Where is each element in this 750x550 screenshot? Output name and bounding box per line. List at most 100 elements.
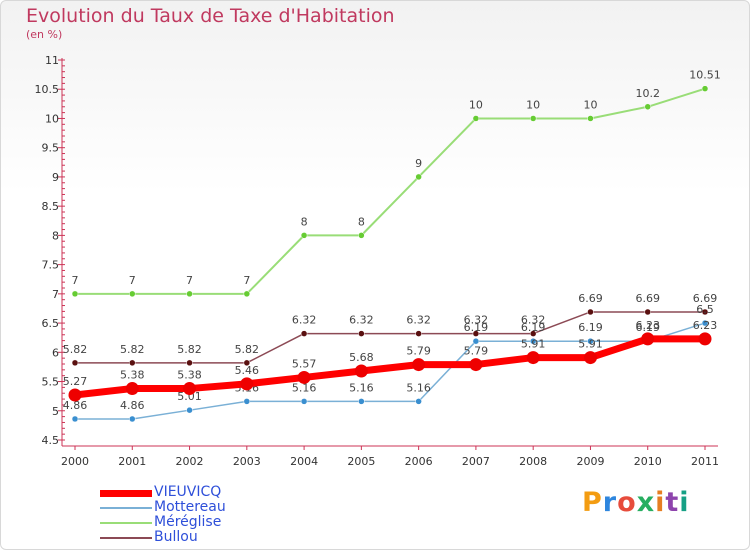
data-label: 5.82 (63, 343, 88, 356)
data-point (186, 406, 193, 414)
data-label: 4.86 (63, 399, 88, 412)
data-label: 6.19 (578, 321, 603, 334)
data-label: 5.46 (235, 364, 260, 377)
y-tick-label: 8.5 (42, 200, 60, 213)
x-tick-label: 2004 (290, 455, 318, 468)
series-line (71, 335, 709, 399)
y-tick-label: 10 (45, 112, 59, 125)
legend-swatch (100, 507, 152, 509)
legend-label: VIEUVICQ (154, 484, 222, 500)
data-label: 9 (415, 157, 422, 170)
data-label: 5.16 (406, 381, 431, 394)
legend-swatch (100, 490, 152, 497)
data-point (529, 115, 537, 122)
data-point (698, 332, 712, 346)
data-point (240, 377, 254, 391)
data-label: 5.01 (177, 390, 202, 403)
data-label: 6.32 (464, 314, 489, 327)
data-label: 6.32 (349, 314, 374, 327)
x-tick-label: 2001 (118, 455, 146, 468)
data-point (472, 330, 480, 337)
logo-letter: o (617, 487, 637, 518)
logo-letter: x (636, 487, 656, 518)
data-point (472, 337, 480, 345)
data-label: 8 (301, 215, 308, 228)
data-point (472, 115, 480, 122)
logo-letter: i (679, 487, 690, 518)
data-point (701, 319, 709, 327)
logo-letter: P (582, 487, 603, 518)
data-point (644, 103, 651, 111)
data-label: 7 (243, 274, 250, 287)
y-tick-label: 5.5 (42, 376, 60, 389)
series-line (74, 87, 706, 295)
data-point (243, 290, 251, 298)
data-point (125, 382, 139, 396)
legend-swatch (100, 522, 152, 524)
data-point (183, 382, 197, 396)
data-point (644, 308, 651, 316)
data-label: 7 (129, 274, 136, 287)
legend-label: Méréglise (154, 514, 222, 530)
data-label: 5.82 (235, 343, 260, 356)
data-label: 6.69 (693, 292, 718, 305)
x-tick-label: 2000 (61, 455, 89, 468)
x-tick-label: 2006 (405, 455, 433, 468)
data-point (129, 290, 136, 298)
data-point (71, 415, 79, 423)
data-point (186, 359, 193, 367)
legend-label: Mottereau (154, 499, 226, 515)
data-label: 5.82 (177, 343, 202, 356)
data-point (300, 398, 308, 405)
data-label: 5.38 (120, 369, 145, 382)
y-tick-label: 11 (45, 54, 59, 67)
data-point (587, 115, 594, 122)
x-tick-label: 2008 (519, 455, 547, 468)
data-point (354, 364, 368, 378)
data-label: 6.32 (292, 314, 317, 327)
data-point (358, 232, 365, 239)
data-label: 6.19 (521, 321, 546, 334)
data-point (71, 290, 79, 298)
series-line (74, 311, 706, 364)
data-label: 4.86 (120, 399, 145, 412)
data-point (641, 332, 655, 346)
data-point (701, 308, 709, 316)
y-tick-label: 9.5 (42, 142, 60, 155)
data-label: 6.69 (578, 292, 603, 305)
x-tick-label: 2011 (691, 455, 719, 468)
data-point (526, 351, 540, 365)
y-tick-label: 4.5 (42, 434, 60, 447)
proxiti-logo: Proxiti (582, 487, 690, 518)
series-line (74, 322, 706, 420)
y-tick-label: 8 (52, 229, 59, 242)
data-label: 5.16 (349, 381, 374, 394)
logo-letter: t (665, 487, 680, 518)
data-label: 5.79 (464, 345, 489, 358)
y-tick-label: 5 (52, 405, 59, 418)
data-label: 5.57 (292, 357, 317, 370)
data-point (583, 351, 597, 365)
chart-subtitle: (en %) (26, 28, 63, 41)
y-tick-label: 7 (52, 288, 59, 301)
logo-letter: r (602, 487, 618, 518)
x-tick-label: 2010 (634, 455, 662, 468)
legend-swatch (100, 537, 152, 539)
data-label: 5.68 (349, 351, 374, 364)
data-point (243, 398, 251, 405)
data-label: 5.91 (521, 338, 546, 351)
data-point (415, 330, 422, 337)
data-label: 5.91 (578, 338, 603, 351)
data-point (529, 330, 537, 337)
data-point (529, 337, 537, 345)
data-label: 5.16 (292, 381, 317, 394)
data-point (129, 359, 136, 367)
data-point (415, 398, 422, 405)
data-point (129, 415, 136, 423)
data-point (186, 290, 193, 298)
x-tick-label: 2007 (462, 455, 490, 468)
y-tick-label: 10.5 (35, 83, 60, 96)
data-label: 6.23 (635, 319, 660, 332)
data-label: 6.32 (406, 314, 431, 327)
